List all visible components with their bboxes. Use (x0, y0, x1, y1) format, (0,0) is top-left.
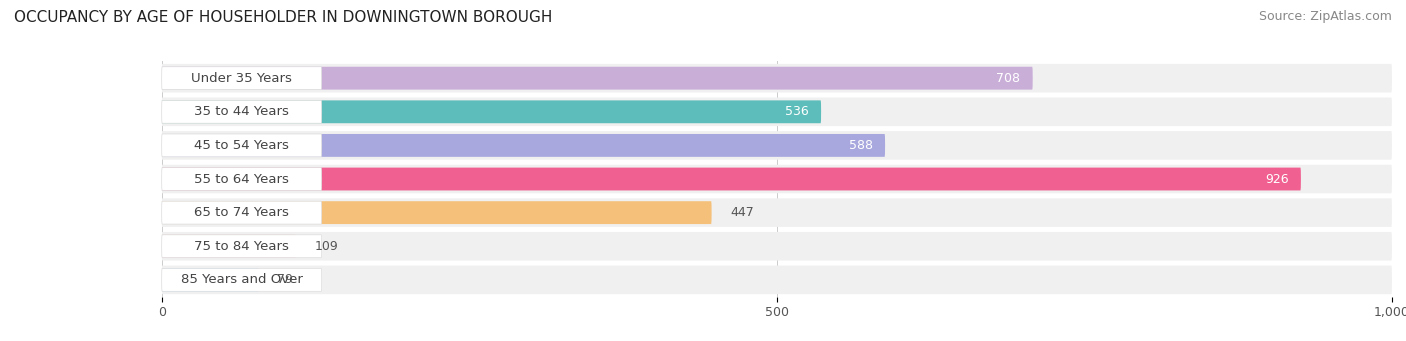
FancyBboxPatch shape (162, 266, 1392, 294)
FancyBboxPatch shape (162, 201, 322, 224)
Text: 588: 588 (849, 139, 873, 152)
FancyBboxPatch shape (162, 100, 821, 123)
Text: 35 to 44 Years: 35 to 44 Years (194, 105, 290, 118)
Text: 75 to 84 Years: 75 to 84 Years (194, 240, 290, 253)
FancyBboxPatch shape (162, 268, 322, 291)
Text: 708: 708 (997, 72, 1021, 85)
Text: 55 to 64 Years: 55 to 64 Years (194, 173, 290, 186)
Text: 447: 447 (730, 206, 754, 219)
FancyBboxPatch shape (162, 67, 322, 90)
FancyBboxPatch shape (162, 235, 295, 258)
Text: 79: 79 (277, 273, 294, 286)
Text: 65 to 74 Years: 65 to 74 Years (194, 206, 290, 219)
FancyBboxPatch shape (162, 64, 1392, 92)
Text: 926: 926 (1265, 173, 1289, 186)
Text: OCCUPANCY BY AGE OF HOUSEHOLDER IN DOWNINGTOWN BOROUGH: OCCUPANCY BY AGE OF HOUSEHOLDER IN DOWNI… (14, 10, 553, 25)
FancyBboxPatch shape (162, 232, 1392, 261)
FancyBboxPatch shape (162, 131, 1392, 160)
FancyBboxPatch shape (162, 235, 322, 258)
Text: 45 to 54 Years: 45 to 54 Years (194, 139, 290, 152)
FancyBboxPatch shape (162, 167, 322, 191)
FancyBboxPatch shape (162, 165, 1392, 193)
FancyBboxPatch shape (162, 100, 322, 123)
FancyBboxPatch shape (162, 167, 1301, 191)
FancyBboxPatch shape (162, 134, 322, 157)
Text: 109: 109 (315, 240, 337, 253)
Text: 85 Years and Over: 85 Years and Over (181, 273, 302, 286)
FancyBboxPatch shape (162, 268, 259, 291)
FancyBboxPatch shape (162, 98, 1392, 126)
FancyBboxPatch shape (162, 134, 886, 157)
Text: Source: ZipAtlas.com: Source: ZipAtlas.com (1258, 10, 1392, 23)
FancyBboxPatch shape (162, 198, 1392, 227)
Text: Under 35 Years: Under 35 Years (191, 72, 292, 85)
FancyBboxPatch shape (162, 67, 1033, 90)
Text: 536: 536 (785, 105, 808, 118)
FancyBboxPatch shape (162, 201, 711, 224)
